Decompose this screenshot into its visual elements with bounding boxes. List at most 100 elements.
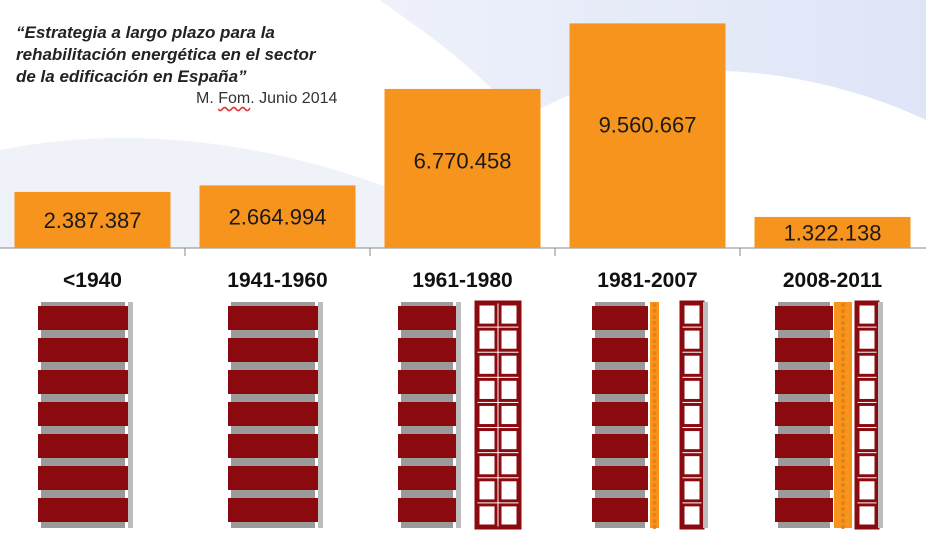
bar-value-label-4: 1.322.138: [784, 220, 882, 245]
category-label-0: <1940: [63, 269, 122, 292]
hollow-cell-w2-8-0: [476, 503, 498, 528]
hollow-cell-w3-3-0: [681, 377, 703, 402]
insulation-dot-w4-410: [841, 411, 845, 415]
insulation-dot-w4-362: [841, 363, 845, 367]
insulation-dot-w3-398: [652, 399, 657, 403]
hollow-cell-w2-1-0: [476, 327, 498, 352]
insulation-dot-w3-470: [652, 471, 657, 475]
insulation-dot-w3-356: [652, 357, 657, 361]
quote-text: “Estrategia a largo plazo para la rehabi…: [16, 22, 376, 88]
insulation-dot-w3-314: [652, 315, 657, 319]
brick-w3-2: [592, 370, 648, 394]
brick-w1-3: [228, 402, 318, 426]
hollow-cell-w4-1-0: [856, 327, 878, 352]
brick-w3-0: [592, 306, 648, 330]
bar-0: [14, 191, 171, 248]
insulation-dot-w4-356: [841, 357, 845, 361]
quote-line-2: rehabilitación energética en el sector: [16, 45, 316, 64]
insulation-dot-w4-398: [841, 399, 845, 403]
insulation-dot-w3-464: [652, 465, 657, 469]
hollow-cell-w2-7-1: [498, 478, 520, 503]
insulation-dot-w4-314: [841, 315, 845, 319]
brick-w2-1: [398, 338, 456, 362]
insulation-dot-w4-452: [841, 453, 845, 457]
insulation-dot-w3-452: [652, 453, 657, 457]
bar-value-label-3: 9.560.667: [599, 112, 697, 137]
brick-w4-0: [775, 306, 833, 330]
insulation-dot-w3-410: [652, 411, 657, 415]
brick-w4-6: [775, 498, 833, 522]
hollow-cell-w2-2-0: [476, 352, 498, 377]
insulation-dot-w3-446: [652, 447, 657, 451]
brick-w3-5: [592, 466, 648, 490]
hollow-cell-w2-5-0: [476, 428, 498, 453]
brick-w4-3: [775, 402, 833, 426]
brick-w0-5: [38, 466, 128, 490]
insulation-dot-w3-422: [652, 423, 657, 427]
insulation-dot-w3-458: [652, 459, 657, 463]
insulation-dot-w3-434: [652, 435, 657, 439]
bar-4: [754, 216, 911, 248]
brick-w0-1: [38, 338, 128, 362]
insulation-dot-w3-404: [652, 405, 657, 409]
insulation-dot-w4-524: [841, 525, 845, 529]
insulation-dot-w3-308: [652, 309, 657, 313]
hollow-brick-w2: [474, 300, 522, 530]
hollow-cell-w3-1-0: [681, 327, 703, 352]
brick-w0-0: [38, 306, 128, 330]
brick-w2-3: [398, 402, 456, 426]
quote-source: M. Fom. Junio 2014: [196, 90, 337, 108]
insulation-dot-w4-350: [841, 351, 845, 355]
brick-w2-5: [398, 466, 456, 490]
insulation-dot-w4-302: [841, 303, 845, 307]
insulation-dot-w3-524: [652, 525, 657, 529]
insulation-dot-w3-302: [652, 303, 657, 307]
brick-w1-0: [228, 306, 318, 330]
hollow-cell-w4-6-0: [856, 453, 878, 478]
hollow-cell-w2-7-0: [476, 478, 498, 503]
insulation-dot-w3-386: [652, 387, 657, 391]
insulation-dot-w4-338: [841, 339, 845, 343]
insulation-dot-w3-374: [652, 375, 657, 379]
brick-w0-3: [38, 402, 128, 426]
brick-w0-2: [38, 370, 128, 394]
insulation-dot-w3-428: [652, 429, 657, 433]
insulation-dot-w4-380: [841, 381, 845, 385]
insulation-dot-w4-518: [841, 519, 845, 523]
insulation-dot-w3-440: [652, 441, 657, 445]
insulation-dot-w4-482: [841, 483, 845, 487]
hollow-cell-w2-4-1: [498, 402, 520, 428]
insulation-dot-w4-392: [841, 393, 845, 397]
hollow-cell-w4-4-0: [856, 402, 878, 428]
render-layer-w0: [128, 302, 133, 528]
hollow-cell-w2-0-1: [498, 302, 520, 327]
hollow-cell-w2-6-0: [476, 453, 498, 478]
hollow-cell-w3-0-0: [681, 302, 703, 327]
insulation-dot-w4-512: [841, 513, 845, 517]
brick-w2-2: [398, 370, 456, 394]
hollow-cell-w3-4-0: [681, 402, 703, 428]
hollow-cell-w2-0-0: [476, 302, 498, 327]
insulation-dot-w3-344: [652, 345, 657, 349]
insulation-dot-w4-374: [841, 375, 845, 379]
brick-w4-2: [775, 370, 833, 394]
insulation-dot-w4-476: [841, 477, 845, 481]
brick-w4-5: [775, 466, 833, 490]
insulation-dot-w4-428: [841, 429, 845, 433]
brick-w1-1: [228, 338, 318, 362]
insulation-dot-w3-326: [652, 327, 657, 331]
quote-line-3: de la edificación en España”: [16, 67, 247, 86]
render-layer-w4: [878, 302, 883, 528]
hollow-cell-w3-5-0: [681, 428, 703, 453]
insulation-dot-w4-494: [841, 495, 845, 499]
insulation-dot-w4-446: [841, 447, 845, 451]
hollow-cell-w3-8-0: [681, 503, 703, 528]
category-label-2: 1961-1980: [412, 269, 512, 292]
insulation-dot-w4-320: [841, 321, 845, 325]
brick-w0-6: [38, 498, 128, 522]
insulation-dot-w3-392: [652, 393, 657, 397]
brick-w1-4: [228, 434, 318, 458]
insulation-dot-w3-332: [652, 333, 657, 337]
insulation-dot-w3-500: [652, 501, 657, 505]
brick-w3-1: [592, 338, 648, 362]
